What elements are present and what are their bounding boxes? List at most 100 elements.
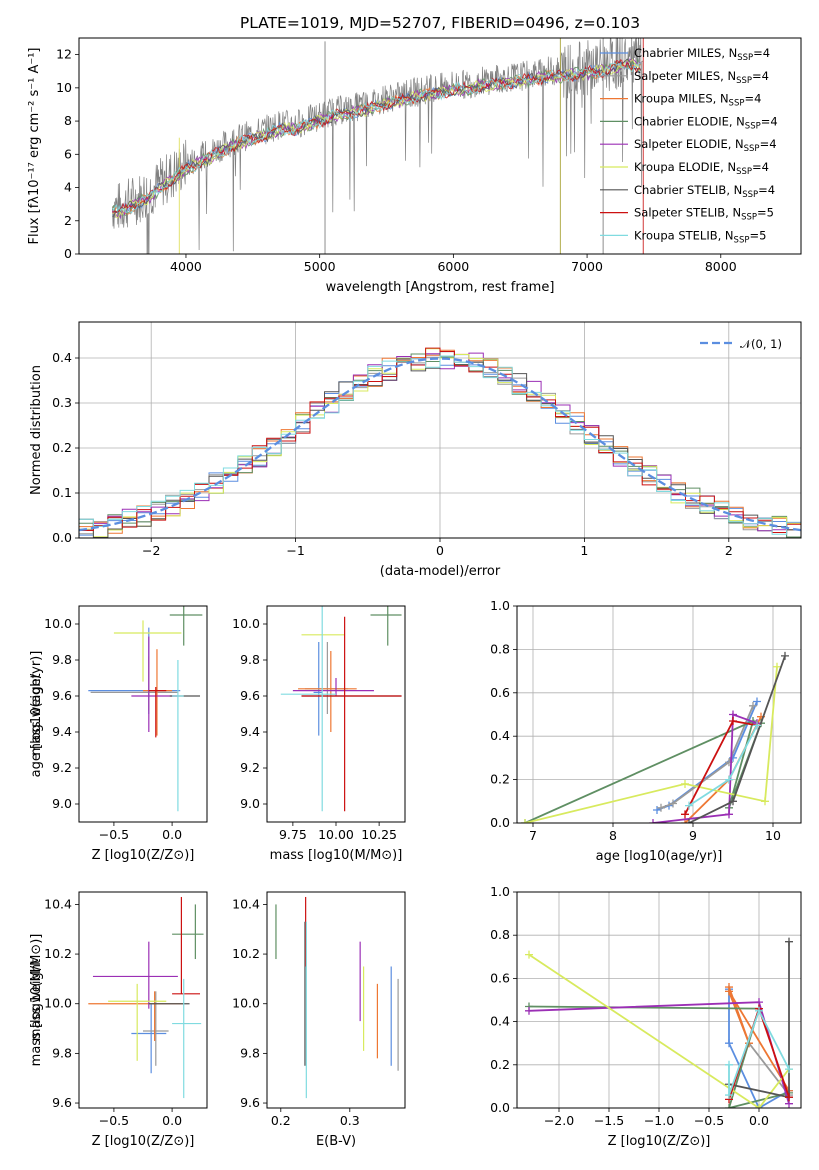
x-axis-label: Z [log10(Z/Z⊙)] xyxy=(608,1134,711,1149)
legend-label: Chabrier MILES, NSSP=4 xyxy=(634,46,770,63)
x-tick-label: −2.0 xyxy=(544,1113,574,1128)
weight-marker xyxy=(685,801,693,810)
y-tick-label: 10.0 xyxy=(232,996,260,1011)
y-tick-label: 0 xyxy=(64,246,72,261)
weight-marker xyxy=(785,1065,793,1074)
x-tick-label: −2 xyxy=(142,543,160,558)
weight-line xyxy=(524,666,778,823)
weight-line xyxy=(652,713,758,823)
weight-marker xyxy=(525,1006,533,1015)
y-tick-label: 10.0 xyxy=(232,616,260,631)
y-tick-label: 0.2 xyxy=(490,1057,510,1072)
x-tick-label: 10.00 xyxy=(318,827,354,842)
mass-vs-ebv-panel: 0.2 0.3 9.6 9.8 10.0 10.2 10.4 E(B-V) xyxy=(232,891,406,1149)
weight-marker xyxy=(761,797,769,806)
y-tick-label: 9.8 xyxy=(52,652,72,667)
y-tick-label: 0.1 xyxy=(52,485,72,500)
weight-marker xyxy=(725,1039,733,1048)
normal-curve xyxy=(79,357,801,532)
weight-marker xyxy=(773,662,781,671)
legend-label: 𝒩(0, 1) xyxy=(740,337,782,351)
axes-frame xyxy=(78,37,802,255)
model-line xyxy=(112,62,641,214)
x-tick-label: −1.0 xyxy=(644,1113,674,1128)
x-tick-label: 7000 xyxy=(571,259,603,274)
x-tick-label: 1 xyxy=(580,543,588,558)
weight-marker xyxy=(755,1006,763,1015)
figure-title: PLATE=1019, MJD=52707, FIBERID=0496, z=0… xyxy=(240,14,640,32)
legend-label: Salpeter MILES, NSSP=4 xyxy=(634,69,769,86)
weight-line xyxy=(728,1008,790,1096)
y-tick-label: 9.2 xyxy=(240,760,260,775)
weight-marker xyxy=(681,810,689,819)
y-tick-label: 0.0 xyxy=(490,1100,510,1115)
y-tick-label: 0.2 xyxy=(490,772,510,787)
axes-frame xyxy=(78,605,208,823)
x-axis-label: wavelength [Angstrom, rest frame] xyxy=(326,280,555,295)
y-tick-label: 2 xyxy=(64,213,72,228)
x-tick-label: 0.3 xyxy=(340,1113,360,1128)
weight-vs-Z-panel: −2.0 −1.5 −1.0 −0.5 0.0 0.0 0.2 0.4 0.6 0.8 1.0 Z [… xyxy=(29,884,802,1149)
x-tick-label: 7 xyxy=(529,828,537,843)
x-axis-label: E(B-V) xyxy=(316,1134,356,1149)
weight-marker xyxy=(753,697,761,706)
weight-vs-age-panel: 7 8 9 10 0.0 0.2 0.4 0.6 0.8 1.0 age [log10(age/yr… xyxy=(29,598,802,864)
weight-marker xyxy=(749,701,757,710)
age-vs-mass-panel: 9.75 10.00 10.25 9.0 9.2 9.4 9.6 9.8 10.0 mass [l… xyxy=(232,605,406,863)
axes-frame xyxy=(78,891,208,1109)
y-tick-label: 9.4 xyxy=(240,724,260,739)
weight-marker xyxy=(681,779,689,788)
weight-line xyxy=(528,953,790,1108)
axes-frame xyxy=(516,605,802,824)
legend-label: Salpeter ELODIE, NSSP=4 xyxy=(634,137,777,154)
y-tick-label: 10.2 xyxy=(44,946,72,961)
x-tick-label: 4000 xyxy=(170,259,202,274)
legend-label: Chabrier STELIB, NSSP=4 xyxy=(634,183,775,200)
legend-label: Salpeter STELIB, NSSP=5 xyxy=(634,206,774,223)
weight-marker xyxy=(681,819,689,823)
weight-marker xyxy=(725,775,733,784)
weight-line xyxy=(728,989,790,1108)
x-tick-label: 10.25 xyxy=(361,827,397,842)
x-tick-label: 0 xyxy=(436,543,444,558)
y-tick-label: 4 xyxy=(64,180,72,195)
spectrum-data-line xyxy=(112,38,644,254)
y-axis-label: mass weight xyxy=(29,959,44,1041)
y-tick-label: 9.6 xyxy=(52,688,72,703)
y-tick-label: 10.4 xyxy=(44,896,72,911)
legend-label: Kroupa MILES, NSSP=4 xyxy=(634,92,761,109)
weight-marker xyxy=(781,651,789,660)
y-tick-label: 0.0 xyxy=(490,815,510,830)
mass-vs-ebv-plot-area xyxy=(275,896,399,1099)
x-tick-label: 5000 xyxy=(304,259,336,274)
y-tick-label: 9.6 xyxy=(52,1095,72,1110)
y-tick-label: 0.2 xyxy=(52,440,72,455)
x-axis-label: Z [log10(Z/Z⊙)] xyxy=(92,848,195,863)
weight-marker xyxy=(725,987,733,996)
histogram-step xyxy=(79,355,801,535)
axes-frame xyxy=(516,891,802,1109)
y-tick-label: 10 xyxy=(56,80,72,95)
weight-marker xyxy=(669,799,677,808)
age-vs-mass-plot-area xyxy=(280,606,402,812)
y-tick-label: 0.4 xyxy=(490,728,510,743)
x-tick-label: −0.5 xyxy=(99,1113,129,1128)
weight-vs-age-plot-area xyxy=(521,651,789,823)
x-tick-label: 9 xyxy=(689,828,697,843)
x-tick-label: 8000 xyxy=(705,259,737,274)
x-tick-label: 0.0 xyxy=(162,1113,182,1128)
y-axis-label: mass weight xyxy=(29,673,44,755)
y-tick-label: 10.4 xyxy=(232,896,260,911)
y-tick-label: 8 xyxy=(64,113,72,128)
spectrum-panel: 4000 5000 6000 7000 8000 0 2 4 6 8 10 12 wavelength … xyxy=(27,37,802,295)
y-axis-label: mass [log10(M/M⊙)] xyxy=(29,934,44,1067)
x-axis-label: mass [log10(M/M⊙)] xyxy=(270,848,403,863)
weight-marker xyxy=(729,717,737,726)
y-tick-label: 9.0 xyxy=(240,796,260,811)
residuals-plot-area xyxy=(79,347,801,538)
weight-marker xyxy=(785,1093,793,1102)
model-line xyxy=(112,61,641,215)
y-tick-label: 1.0 xyxy=(490,598,510,613)
mass-vs-Z-plot-area xyxy=(88,896,204,1099)
y-tick-label: 0.0 xyxy=(52,530,72,545)
